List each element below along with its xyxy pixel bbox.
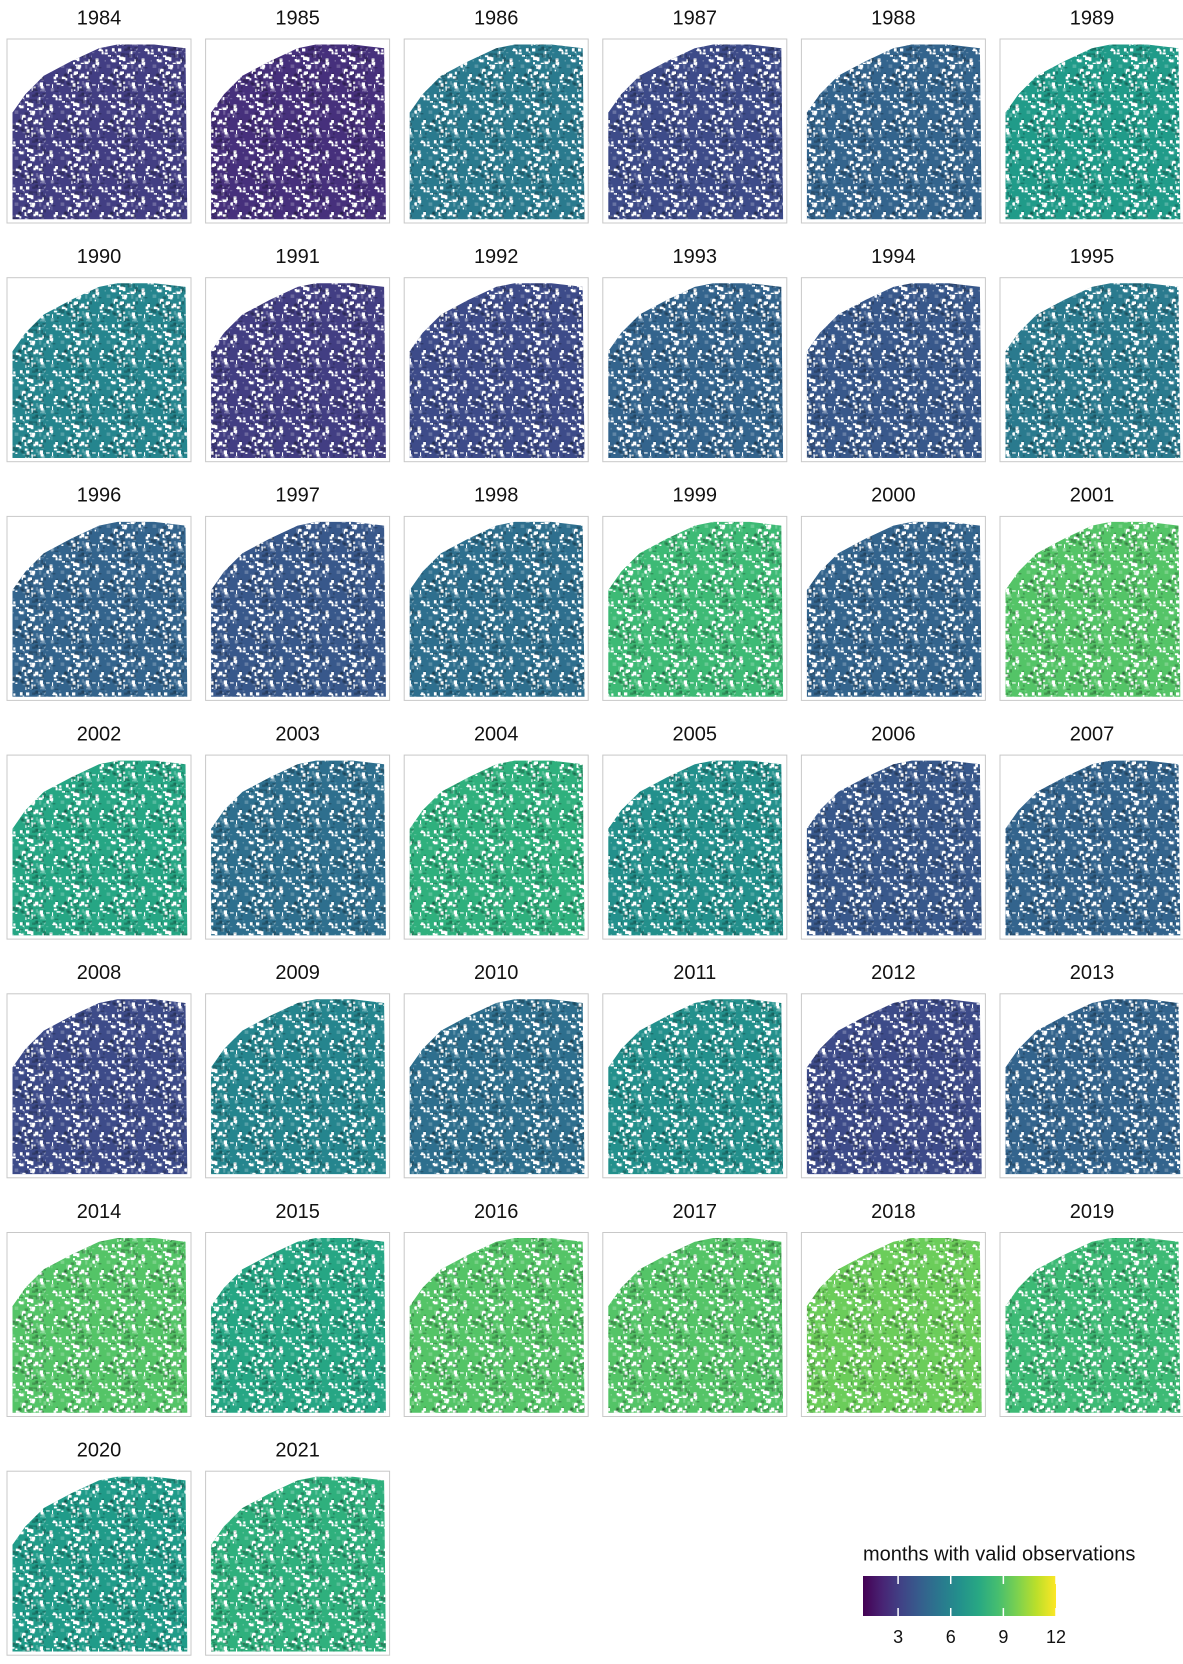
panel-title: 2008: [77, 962, 122, 984]
panel: 2020: [7, 1439, 191, 1655]
panel: 1997: [206, 485, 390, 701]
panel-title: 2014: [77, 1201, 122, 1223]
panel: 1992: [404, 246, 588, 462]
panel-title: 2015: [275, 1201, 320, 1223]
panel: 2004: [404, 723, 588, 939]
panel-title: 2004: [474, 723, 519, 745]
panel-title: 1984: [77, 7, 122, 29]
panel-title: 1989: [1070, 7, 1115, 29]
panel-title: 2019: [1070, 1201, 1115, 1223]
panel: 1986: [404, 7, 588, 223]
panel: 1993: [603, 246, 787, 462]
panel: 1988: [801, 7, 985, 223]
panel-title: 2000: [871, 485, 916, 507]
panel-title: 1996: [77, 485, 122, 507]
panel-title: 2018: [871, 1201, 916, 1223]
colorbar-label: 6: [946, 1627, 956, 1647]
panel: 2000: [801, 485, 985, 701]
panel: 2021: [206, 1439, 390, 1655]
legend-title: months with valid observations: [863, 1543, 1135, 1565]
panel: 2016: [404, 1201, 588, 1417]
figure: months with valid observations 1984 1985 1…: [0, 0, 1183, 1659]
panel-title: 2013: [1070, 962, 1115, 984]
panel-title: 1988: [871, 7, 916, 29]
panel: 1990: [7, 246, 191, 462]
panel: 2013: [1000, 962, 1183, 1178]
panel-title: 2016: [474, 1201, 519, 1223]
panel: 2009: [206, 962, 390, 1178]
panel-title: 1990: [77, 246, 122, 268]
panel: 1998: [404, 485, 588, 701]
panel: 1989: [1000, 7, 1183, 223]
panel-title: 1994: [871, 246, 916, 268]
panel-title: 1987: [673, 7, 718, 29]
colorbar-label: 3: [893, 1627, 903, 1647]
panel-title: 1998: [474, 485, 519, 507]
panel-title: 2005: [673, 723, 718, 745]
panel: 1995: [1000, 246, 1183, 462]
panel: 1999: [603, 485, 787, 701]
panel-title: 1985: [275, 7, 320, 29]
panel: 2006: [801, 723, 985, 939]
panel-title: 2021: [275, 1439, 320, 1461]
panel: 1994: [801, 246, 985, 462]
panel-title: 2009: [275, 962, 320, 984]
colorbar-label: 9: [998, 1627, 1008, 1647]
panel: 2008: [7, 962, 191, 1178]
panel-title: 2006: [871, 723, 916, 745]
panel: 1984: [7, 7, 191, 223]
panel: 2017: [603, 1201, 787, 1417]
panel: 2019: [1000, 1201, 1183, 1417]
panel-title: 2003: [275, 723, 320, 745]
panel: 2015: [206, 1201, 390, 1417]
panel-title: 1992: [474, 246, 519, 268]
panel-title: 2017: [673, 1201, 718, 1223]
panel: 2007: [1000, 723, 1183, 939]
panel-title: 1986: [474, 7, 519, 29]
panel: 2014: [7, 1201, 191, 1417]
panel-title: 2007: [1070, 723, 1115, 745]
colorbar-label: 12: [1046, 1627, 1066, 1647]
panel-title: 1995: [1070, 246, 1115, 268]
panel-title: 2012: [871, 962, 916, 984]
colorbar: [863, 1576, 1056, 1616]
panel: 1987: [603, 7, 787, 223]
panel-title: 2011: [673, 962, 716, 984]
panel: 2010: [404, 962, 588, 1178]
panel-title: 1993: [673, 246, 718, 268]
panel-title: 1991: [275, 246, 320, 268]
panel-title: 1999: [673, 485, 718, 507]
panel-title: 2001: [1070, 485, 1115, 507]
panel-title: 1997: [275, 485, 320, 507]
panel-title: 2010: [474, 962, 519, 984]
panel: 1996: [7, 485, 191, 701]
panel: 2011: [603, 962, 787, 1178]
panel: 1985: [206, 7, 390, 223]
panel: 2012: [801, 962, 985, 1178]
panel: 2003: [206, 723, 390, 939]
panel: 2002: [7, 723, 191, 939]
panel: 2001: [1000, 485, 1183, 701]
panel-title: 2020: [77, 1439, 122, 1461]
panel: 2005: [603, 723, 787, 939]
panel: 2018: [801, 1201, 985, 1417]
panel: 1991: [206, 246, 390, 462]
panel-title: 2002: [77, 723, 122, 745]
